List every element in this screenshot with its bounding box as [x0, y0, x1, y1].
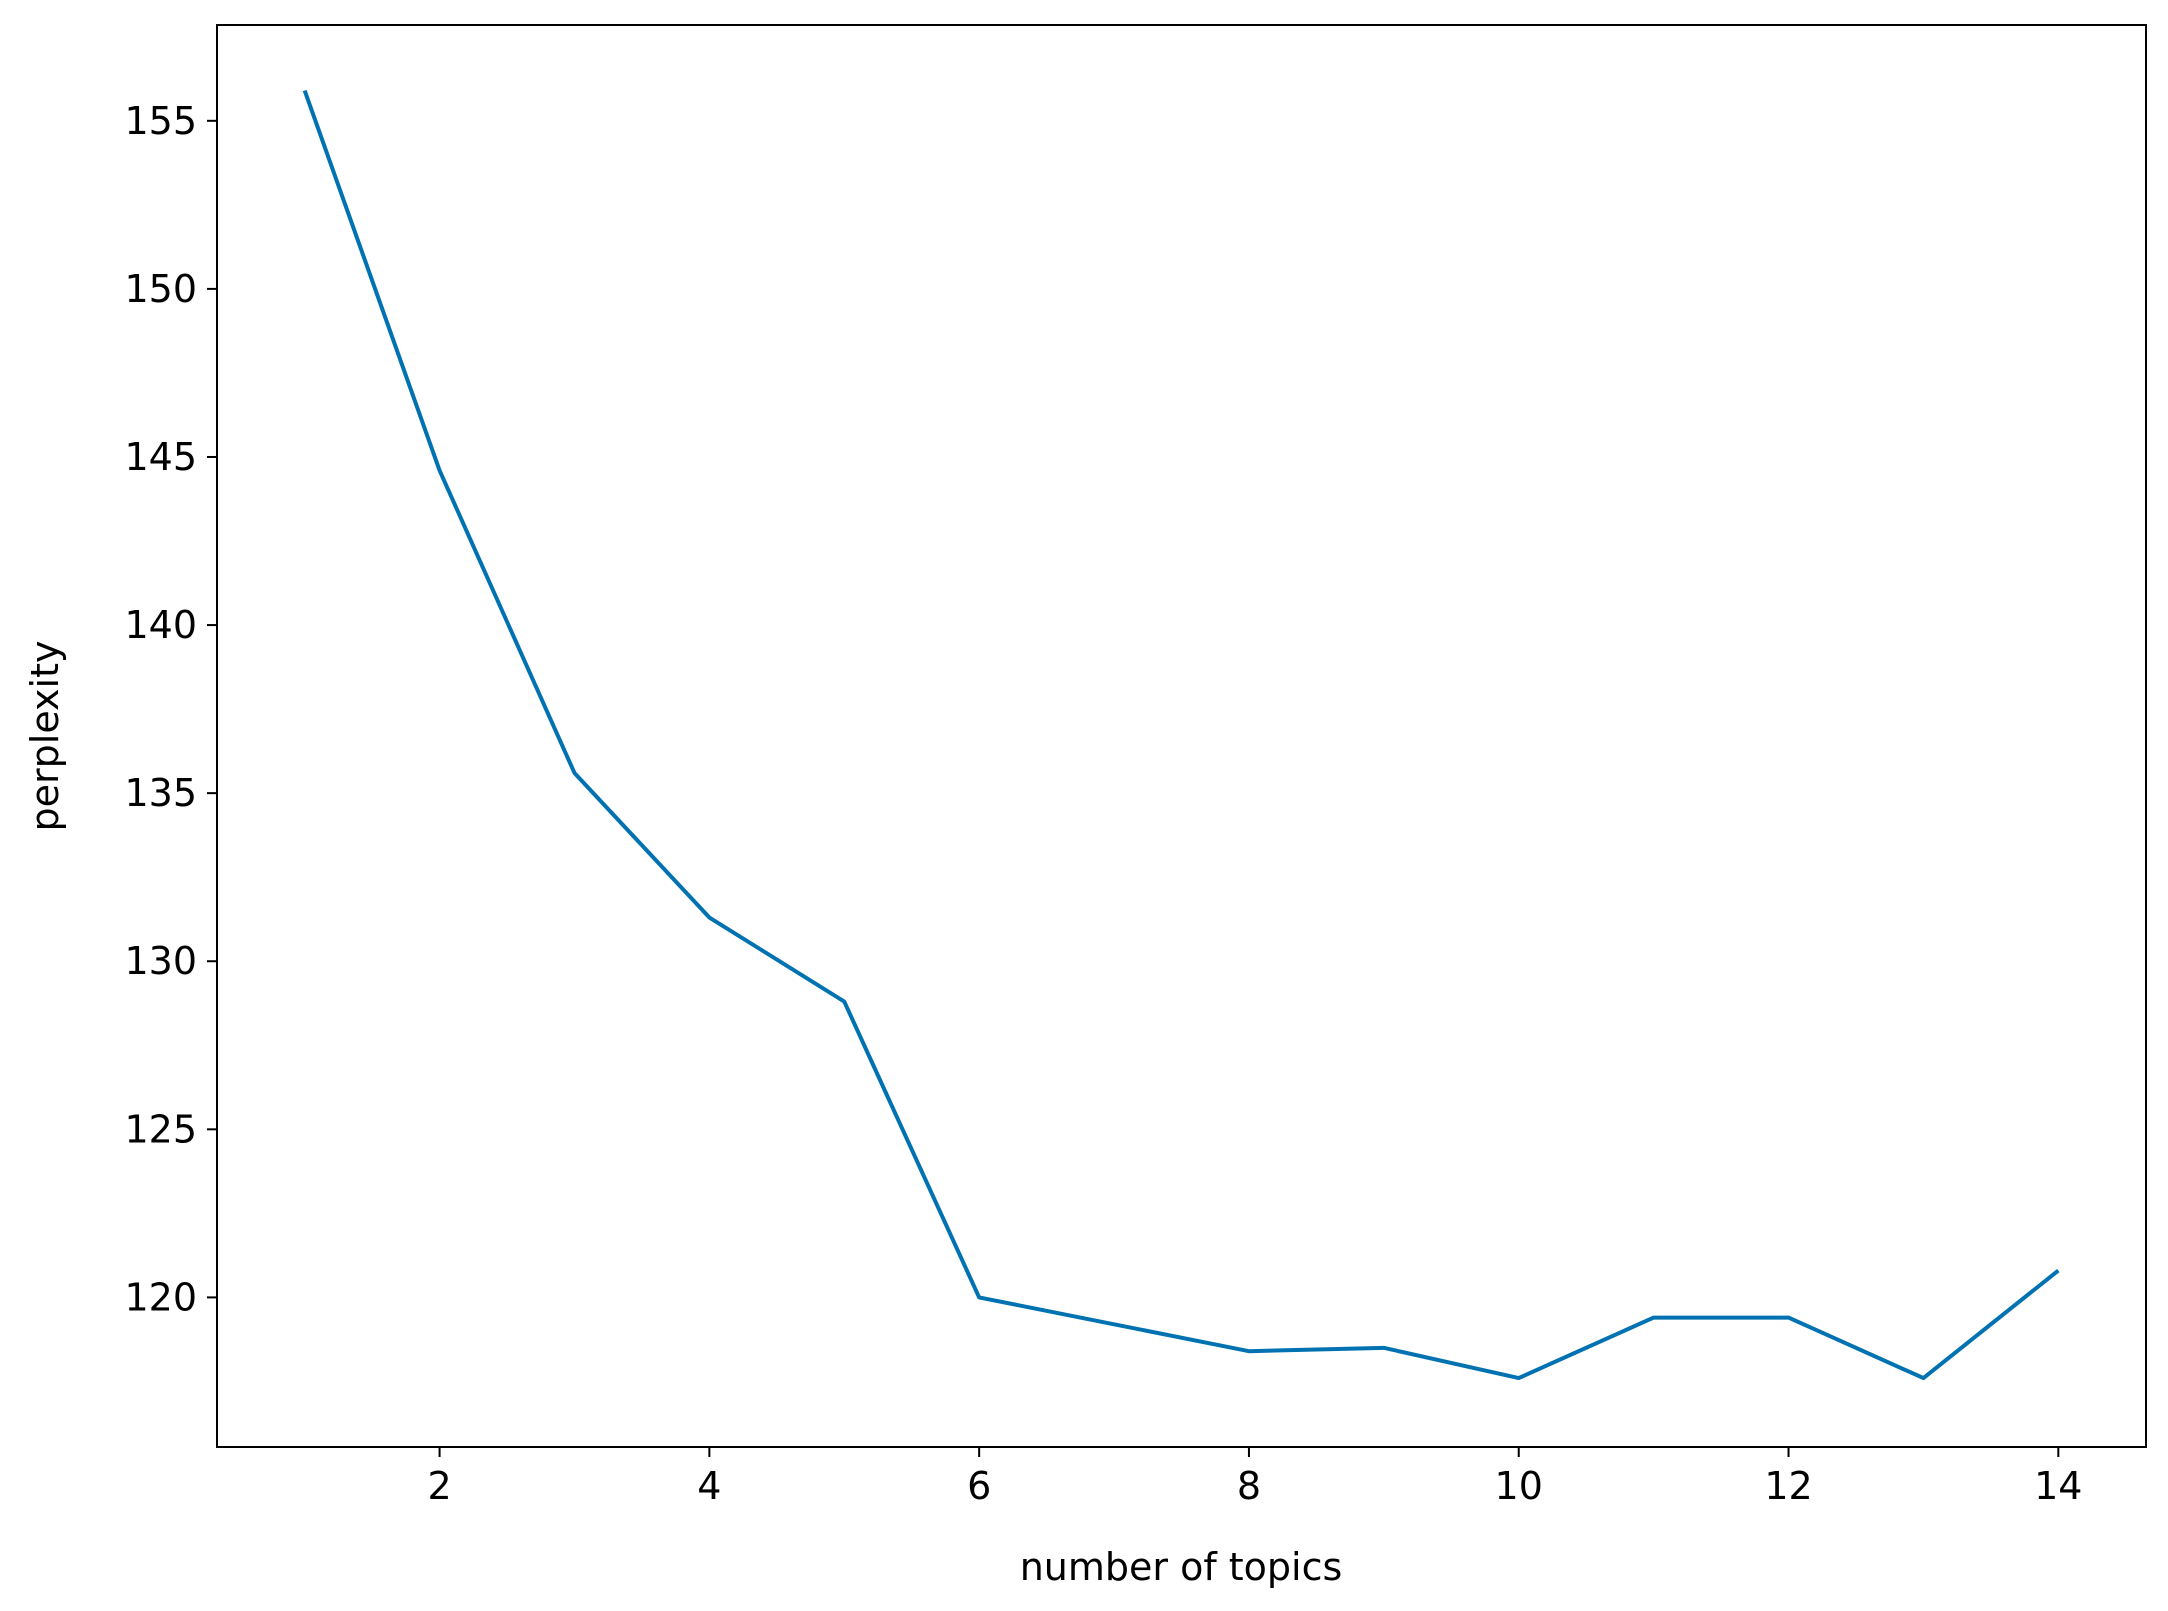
- y-tick-label: 125: [124, 1107, 197, 1151]
- x-tick-label: 14: [2034, 1464, 2082, 1508]
- x-tick-label: 6: [967, 1464, 991, 1508]
- y-tick-label: 130: [124, 939, 197, 983]
- y-axis-label: perplexity: [23, 641, 67, 832]
- y-tick-label: 150: [124, 267, 197, 311]
- x-tick-label: 8: [1237, 1464, 1261, 1508]
- x-tick-label: 10: [1495, 1464, 1543, 1508]
- x-tick-label: 4: [697, 1464, 721, 1508]
- line-series: [302, 89, 2060, 1381]
- y-tick-label: 145: [124, 435, 197, 479]
- x-tick-label: 2: [427, 1464, 451, 1508]
- x-tick-label: 12: [1764, 1464, 1812, 1508]
- y-tick-label: 135: [124, 771, 197, 815]
- y-tick-label: 120: [124, 1275, 197, 1319]
- y-tick-label: 155: [124, 99, 197, 143]
- plot-frame: [216, 24, 2147, 1448]
- y-tick-label: 140: [124, 603, 197, 647]
- x-axis-label: number of topics: [1020, 1545, 1343, 1589]
